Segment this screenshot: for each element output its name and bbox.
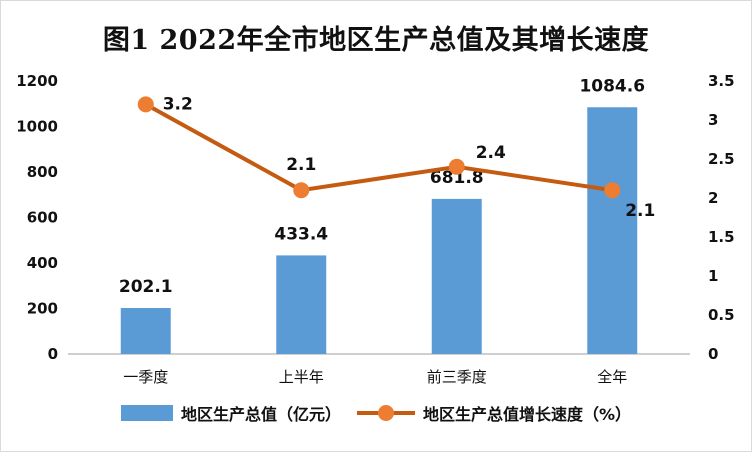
chart-title: 图1 2022年全市地区生产总值及其增长速度 xyxy=(102,25,650,56)
legend-item-growth: 地区生产总值增长速度（%） xyxy=(356,401,632,425)
line-series xyxy=(137,96,621,199)
category-label: 上半年 xyxy=(279,368,324,386)
left-tick-label: 1200 xyxy=(16,72,58,90)
legend-label-growth: 地区生产总值增长速度（%） xyxy=(422,405,632,424)
line-marker xyxy=(604,182,621,199)
bar-series xyxy=(120,107,638,354)
right-tick-label: 2 xyxy=(708,189,718,207)
line-data-label: 3.2 xyxy=(163,94,193,114)
line-marker xyxy=(293,182,310,199)
category-label: 前三季度 xyxy=(427,368,487,386)
category-labels: 一季度 上半年 前三季度 全年 xyxy=(123,368,627,386)
left-tick-label: 600 xyxy=(27,209,58,227)
bar-data-label: 1084.6 xyxy=(579,76,645,96)
growth-line xyxy=(144,102,613,193)
category-label: 一季度 xyxy=(123,368,168,386)
category-label: 全年 xyxy=(597,368,627,386)
bar-data-labels: 202.1 433.4 681.8 1084.6 xyxy=(119,76,645,297)
bar-data-label: 433.4 xyxy=(274,224,328,244)
line-marker xyxy=(137,96,154,113)
left-tick-label: 800 xyxy=(27,163,58,181)
left-tick-label: 400 xyxy=(27,254,58,272)
left-tick-label: 0 xyxy=(48,345,58,363)
left-tick-label: 200 xyxy=(27,300,58,318)
line-data-label: 2.4 xyxy=(476,143,506,163)
line-data-label: 2.1 xyxy=(625,201,655,221)
bar-data-label: 681.8 xyxy=(430,168,484,188)
legend: 地区生产总值（亿元） 地区生产总值增长速度（%） xyxy=(0,401,752,425)
right-tick-label: 3.5 xyxy=(708,72,735,90)
right-tick-label: 0 xyxy=(708,345,718,363)
left-tick-label: 1000 xyxy=(16,118,58,136)
right-tick-label: 3 xyxy=(708,111,718,129)
bar xyxy=(120,308,171,354)
right-tick-label: 0.5 xyxy=(708,306,735,324)
legend-line-swatch xyxy=(356,405,415,421)
legend-item-gdp: 地区生产总值（亿元） xyxy=(120,401,341,425)
bar xyxy=(431,198,482,354)
bar-data-label: 202.1 xyxy=(119,277,173,297)
line-marker xyxy=(448,158,465,175)
right-tick-label: 2.5 xyxy=(708,150,735,168)
right-tick-label: 1 xyxy=(708,267,718,285)
line-data-label: 2.1 xyxy=(286,155,316,175)
left-axis: 0 200 400 600 800 1000 1200 xyxy=(16,72,58,363)
right-axis: 0 0.5 1 1.5 2 2.5 3 3.5 xyxy=(708,72,735,363)
right-tick-label: 1.5 xyxy=(708,228,735,246)
legend-bar-swatch xyxy=(120,405,173,421)
bar xyxy=(587,107,638,354)
bar xyxy=(276,255,327,354)
line-data-labels: 3.2 2.1 2.4 2.1 xyxy=(163,94,656,221)
legend-label-gdp: 地区生产总值（亿元） xyxy=(180,405,341,424)
